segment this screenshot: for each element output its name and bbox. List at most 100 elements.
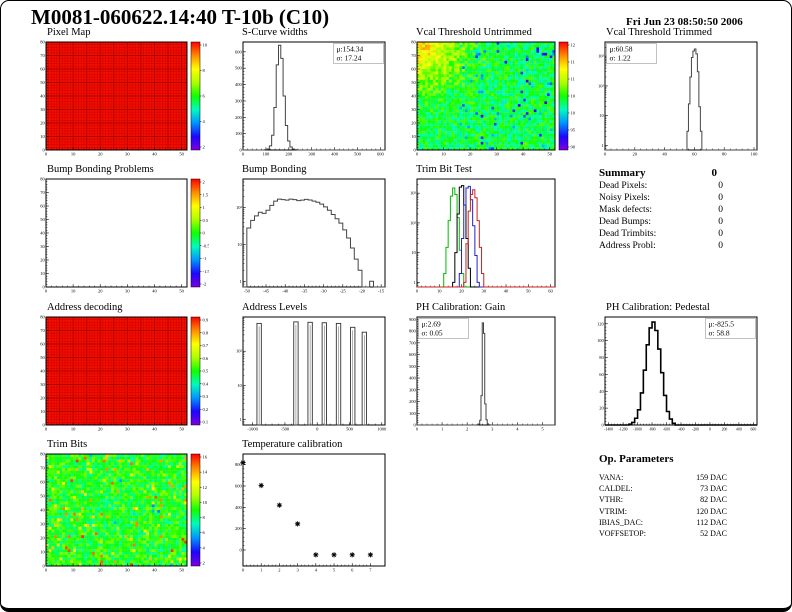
summary-row: Dead Trimbits: 0 xyxy=(599,228,723,240)
svg-text:10: 10 xyxy=(411,134,416,139)
temp-calibration-title: Temperature calibration xyxy=(242,439,343,450)
svg-text:2: 2 xyxy=(203,145,205,150)
op-parameters-block: Op. Parameters VANA: 159 DAC CALDEL: 73 DAC… xyxy=(599,453,727,539)
svg-text:0: 0 xyxy=(604,152,607,157)
svg-text:0: 0 xyxy=(45,427,48,432)
svg-text:400: 400 xyxy=(331,152,339,157)
svg-text:0: 0 xyxy=(316,427,319,432)
vcal_untrimmed-plot: 0 10 20 30 40 50 0 10 20 30 40 50 60 70 80 120 115 110 105… xyxy=(411,40,576,157)
svg-text:-0.5: -0.5 xyxy=(203,243,210,248)
op-parameter-value: 159 DAC xyxy=(696,473,727,482)
svg-text:50: 50 xyxy=(179,289,184,294)
svg-text:0: 0 xyxy=(416,152,419,157)
svg-text:60: 60 xyxy=(692,152,697,157)
svg-text:30: 30 xyxy=(40,244,45,249)
svg-text:-40: -40 xyxy=(282,289,289,294)
svg-text:60: 60 xyxy=(40,204,45,209)
svg-text:100: 100 xyxy=(409,411,417,416)
svg-text:1: 1 xyxy=(203,205,205,210)
op-parameter-row: VTRIM: 120 DAC xyxy=(599,506,727,517)
svg-text:115: 115 xyxy=(571,60,576,65)
svg-text:0: 0 xyxy=(45,152,48,157)
ph-gain-title: PH Calibration: Gain xyxy=(416,302,506,313)
svg-text:1: 1 xyxy=(602,143,604,148)
ph-pedestal-title: PH Calibration: Pedestal xyxy=(606,302,710,313)
svg-text:0.5: 0.5 xyxy=(203,218,209,223)
summary-label: Mask defects: xyxy=(599,205,653,216)
address_levels-plot: -1000 -500 0 500 1000 1 10 10² xyxy=(236,316,387,432)
svg-text:30: 30 xyxy=(411,107,416,112)
bump_problems-plot: 0 10 20 30 40 50 0 10 20 30 40 50 60 70 80 2 1.5 1 0.5 0 -0.… xyxy=(40,177,210,294)
svg-text:80: 80 xyxy=(411,40,416,45)
svg-text:0.5: 0.5 xyxy=(203,369,209,374)
svg-text:0: 0 xyxy=(43,148,46,153)
svg-text:30: 30 xyxy=(494,152,499,157)
svg-text:80: 80 xyxy=(722,152,727,157)
summary-value: 0 xyxy=(718,193,723,204)
vcal-untrimmed-panel: Vcal Threshold Untrimmed 0 10 20 30 40 50 0 10 2… xyxy=(403,27,575,161)
vcal_trimmed-plot: 0 20 40 60 80 100 1 10 10² 10³ μ:60.58σ: 1.22 xyxy=(598,41,759,157)
svg-text:300: 300 xyxy=(235,98,243,103)
svg-text:-45: -45 xyxy=(263,289,270,294)
svg-text:20: 20 xyxy=(40,121,45,126)
svg-text:0: 0 xyxy=(45,289,48,294)
svg-text:-1000: -1000 xyxy=(633,428,642,432)
svg-text:50: 50 xyxy=(526,289,531,294)
svg-text:900: 900 xyxy=(409,317,417,322)
svg-text:40: 40 xyxy=(152,289,157,294)
vcal-trimmed-panel: Vcal Threshold Trimmed 0 20 40 60 80 100 1 10 10… xyxy=(593,27,773,161)
svg-text:-500: -500 xyxy=(281,427,290,432)
summary-row: Noisy Pixels: 0 xyxy=(599,192,723,204)
svg-text:10: 10 xyxy=(237,242,242,247)
svg-text:50: 50 xyxy=(547,152,552,157)
svg-text:100: 100 xyxy=(751,152,759,157)
scurve-widths-panel: S-Curve widths 0 100 200 300 400 500 600 0 100 20… xyxy=(229,27,393,161)
bump-bonding-panel: Bump Bonding -50 -45 -40 -35 -30 -25 -20 -15 1 10… xyxy=(229,164,393,298)
svg-text:4: 4 xyxy=(203,119,206,124)
op-parameter-row: VTHR: 82 DAC xyxy=(599,494,727,505)
svg-text:1: 1 xyxy=(441,427,443,432)
svg-text:0.3: 0.3 xyxy=(203,394,209,399)
svg-text:80: 80 xyxy=(40,40,45,45)
svg-text:10: 10 xyxy=(599,113,604,118)
svg-text:0.4: 0.4 xyxy=(203,381,209,386)
ph-pedestal-panel: PH Calibration: Pedestal -1400 -1200 -1000… xyxy=(593,302,773,436)
svg-text:50: 50 xyxy=(179,427,184,432)
svg-text:0.2: 0.2 xyxy=(203,407,209,412)
svg-text:40: 40 xyxy=(411,94,416,99)
op-parameter-label: VTHR: xyxy=(599,495,623,505)
svg-text:30: 30 xyxy=(40,382,45,387)
svg-text:200: 200 xyxy=(235,115,243,120)
svg-text:10³: 10³ xyxy=(598,54,605,59)
op-parameter-value: 82 DAC xyxy=(700,495,727,505)
svg-text:-1: -1 xyxy=(203,256,207,261)
address-decoding-title: Address decoding xyxy=(47,302,123,313)
svg-text:700: 700 xyxy=(409,340,417,345)
bump-problems-panel: Bump Bonding Problems 0 10 20 30 40 50 0 10 20 30… xyxy=(34,164,209,298)
svg-text:σ: 58.8: σ: 58.8 xyxy=(709,329,730,338)
svg-text:120: 120 xyxy=(571,43,576,48)
svg-text:400: 400 xyxy=(409,376,417,381)
ph_pedestal-plot: -1400 -1200 -1000 -800 -600 -400 -200 0 200 400 60… xyxy=(597,316,758,432)
svg-text:20: 20 xyxy=(411,121,416,126)
svg-text:600: 600 xyxy=(235,49,243,54)
svg-text:0: 0 xyxy=(416,289,419,294)
svg-text:60: 60 xyxy=(411,67,416,72)
svg-text:30: 30 xyxy=(125,427,130,432)
svg-text:80: 80 xyxy=(40,177,45,182)
svg-text:2: 2 xyxy=(203,180,205,185)
pixel-map-title: Pixel Map xyxy=(47,27,91,38)
trim-bit-test-panel: Trim Bit Test 0 10 20 30 40 50 60 1 10 10² 10³ xyxy=(403,164,575,298)
op-parameter-value: 120 DAC xyxy=(696,506,727,516)
trim-bits-panel: Trim Bits 0 10 20 30 40 50 0 10 20 30 40 50 60 70 80 16… xyxy=(34,439,209,577)
svg-text:80: 80 xyxy=(599,355,604,360)
svg-text:-15: -15 xyxy=(378,289,385,294)
summary-heading: Summary xyxy=(599,167,646,179)
svg-text:-1200: -1200 xyxy=(619,428,628,432)
svg-text:200: 200 xyxy=(285,152,293,157)
svg-text:-1.5: -1.5 xyxy=(203,269,210,274)
svg-text:σ: 17.24: σ: 17.24 xyxy=(337,54,362,63)
svg-text:10²: 10² xyxy=(410,220,417,225)
op-parameter-label: CALDEL: xyxy=(599,484,633,494)
svg-text:10: 10 xyxy=(40,409,45,414)
